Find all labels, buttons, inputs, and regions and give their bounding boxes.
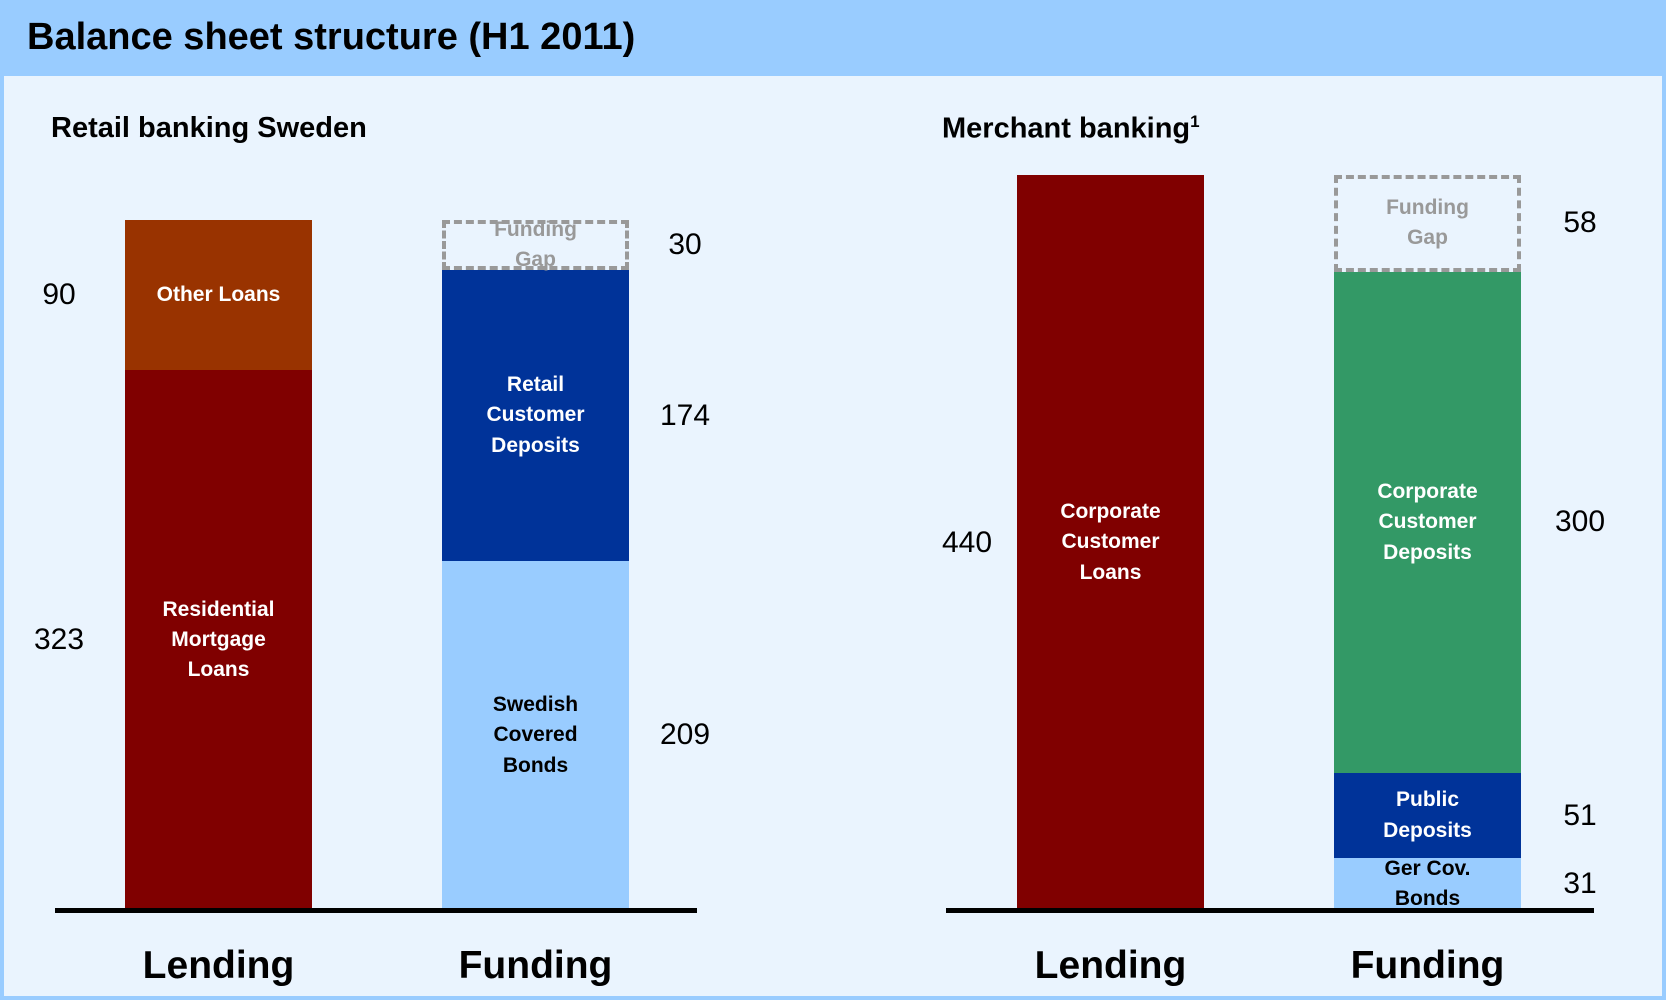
bar-segment: Public Deposits [1334,773,1521,859]
value-label: 31 [1563,867,1597,901]
x-category-label: Funding [458,944,613,987]
value-label: 90 [42,278,76,312]
segment-label: Other Loans [156,283,281,307]
chart-title-text: Merchant banking [942,112,1191,145]
value-label: 58 [1563,206,1597,240]
segment-label: Corporate Customer Deposits [1377,479,1478,564]
value-label: 323 [33,623,85,657]
baseline [55,908,697,913]
bar-segment: Funding Gap [1334,175,1521,272]
value-label: 174 [659,398,711,432]
value-label: 209 [659,718,711,752]
bar-segment: Swedish Covered Bonds [442,560,629,910]
segment-label: Retail Customer Deposits [486,372,585,457]
x-category-label: Lending [142,944,295,987]
baseline [946,908,1594,913]
value-label: 51 [1563,798,1597,832]
segment-label: Funding Gap [1386,196,1469,250]
segment-label: Funding Gap [494,217,577,272]
chart-title: Retail banking Sweden [51,112,367,145]
chart-title-text: Retail banking Sweden [51,112,367,144]
value-label: 30 [668,228,702,262]
bar-segment: Corporate Customer Deposits [1334,271,1521,773]
header-title: Balance sheet structure (H1 2011) [27,16,636,58]
value-label: 300 [1554,505,1606,539]
bar-segment: Residential Mortgage Loans [125,370,312,910]
segment-label: Corporate Customer Loans [1060,499,1161,584]
header: Balance sheet structure (H1 2011) [4,4,1662,76]
chart-title: Merchant banking1 [942,112,1200,146]
bar-segment: Other Loans [125,220,312,371]
bar-segment: Funding Gap [442,218,629,271]
x-category-label: Funding [1350,944,1505,987]
segment-label: Residential Mortgage Loans [162,597,275,682]
segment-label: Public Deposits [1383,788,1472,842]
segment-label: Ger Cov. Bonds [1384,856,1471,911]
bar-segment: Retail Customer Deposits [442,270,629,561]
x-category-label: Lending [1034,944,1187,987]
segment-label: Swedish Covered Bonds [492,692,579,777]
bar-segment: Ger Cov. Bonds [1334,857,1521,910]
value-label: 440 [941,525,993,559]
bar-segment: Corporate Customer Loans [1017,175,1204,910]
footnote-marker: 1 [1190,112,1200,131]
